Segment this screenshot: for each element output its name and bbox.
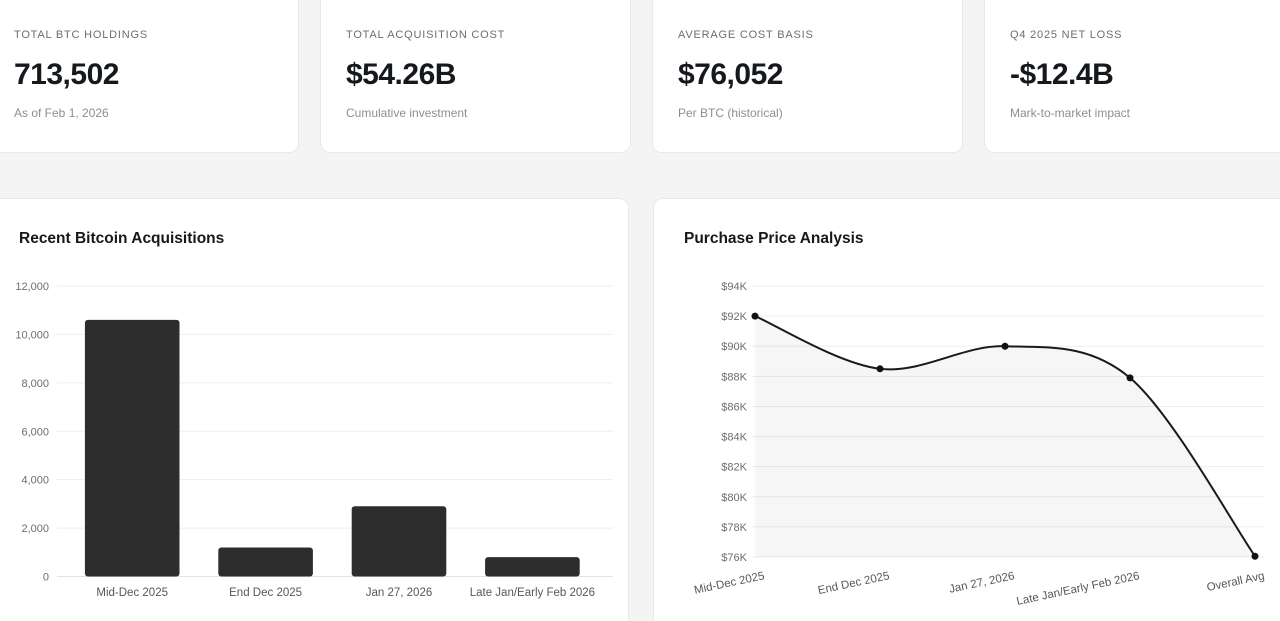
stat-label: AVERAGE COST BASIS <box>678 29 814 41</box>
y-tick-label: $80K <box>721 492 747 504</box>
y-tick-label: 12,000 <box>15 281 49 293</box>
y-tick-label: $86K <box>721 401 747 413</box>
stat-card-total-acquisition-cost: TOTAL ACQUISITION COST $54.26B Cumulativ… <box>320 0 631 153</box>
stat-card-total-btc-holdings: TOTAL BTC HOLDINGS 713,502 As of Feb 1, … <box>0 0 299 153</box>
data-point[interactable] <box>1251 552 1259 560</box>
data-point[interactable] <box>751 312 759 320</box>
x-axis-label: End Dec 2025 <box>229 587 302 599</box>
stat-label: TOTAL BTC HOLDINGS <box>14 29 148 41</box>
y-tick-label: $92K <box>721 311 747 323</box>
y-tick-label: 2,000 <box>21 523 49 535</box>
line-chart-svg: $76K $78K $80K $82K $84K $86K $88K $90K $92K $94K… <box>693 281 1266 608</box>
stat-value: 713,502 <box>14 58 119 91</box>
stat-label: Q4 2025 NET LOSS <box>1010 29 1123 41</box>
area-fill <box>755 316 1255 557</box>
bar[interactable] <box>351 506 447 577</box>
charts-row: Recent Bitcoin Acquisitions 0 2,000 4,000 6… <box>0 198 1280 621</box>
stat-card-q4-net-loss: Q4 2025 NET LOSS -$12.4B Mark-to-market … <box>984 0 1280 153</box>
stat-card-average-cost-basis: AVERAGE COST BASIS $76,052 Per BTC (hist… <box>652 0 963 153</box>
data-point[interactable] <box>876 365 884 373</box>
x-axis-label: Late Jan/Early Feb 2026 <box>470 587 595 599</box>
y-tick-label: 6,000 <box>21 426 49 438</box>
y-tick-label: $90K <box>721 341 747 353</box>
x-axis-label: Late Jan/Early Feb 2026 <box>1016 570 1141 608</box>
y-tick-label: 10,000 <box>15 329 49 341</box>
stat-subtext: Cumulative investment <box>346 106 468 120</box>
y-tick-label: 0 <box>43 572 49 584</box>
bar[interactable] <box>218 547 313 577</box>
data-point[interactable] <box>1001 342 1009 350</box>
stat-subtext: Per BTC (historical) <box>678 106 783 120</box>
stat-value: $54.26B <box>346 58 456 91</box>
chart-title: Recent Bitcoin Acquisitions <box>19 230 225 247</box>
acquisitions-chart-card: Recent Bitcoin Acquisitions 0 2,000 4,000 6… <box>0 198 629 621</box>
stat-subtext: Mark-to-market impact <box>1010 106 1131 120</box>
bar[interactable] <box>485 557 580 577</box>
y-tick-label: $78K <box>721 522 747 534</box>
x-axis-label: Jan 27, 2026 <box>366 587 433 599</box>
y-tick-label: 8,000 <box>21 378 49 390</box>
stat-value: $76,052 <box>678 58 783 91</box>
stat-label: TOTAL ACQUISITION COST <box>346 29 506 41</box>
x-axis-label: Mid-Dec 2025 <box>693 570 766 597</box>
y-tick-label: $82K <box>721 462 747 474</box>
x-axis-label: Jan 27, 2026 <box>948 570 1016 596</box>
chart-title: Purchase Price Analysis <box>684 230 864 247</box>
stats-row: TOTAL BTC HOLDINGS 713,502 As of Feb 1, … <box>0 0 1280 153</box>
y-tick-label: $88K <box>721 371 747 383</box>
y-tick-label: 4,000 <box>21 475 49 487</box>
x-axis-label: Mid-Dec 2025 <box>96 587 168 599</box>
data-point[interactable] <box>1126 374 1134 382</box>
stat-value: -$12.4B <box>1010 58 1114 91</box>
bar[interactable] <box>84 319 180 577</box>
bar-chart-svg: 0 2,000 4,000 6,000 8,000 10,000 12,000 Mid-Dec… <box>15 281 613 599</box>
y-tick-label: $94K <box>721 281 747 293</box>
y-tick-label: $84K <box>721 432 747 444</box>
line-path <box>754 315 1256 557</box>
price-analysis-chart-card: Purchase Price Analysis $76K $78K $80K $82K… <box>653 198 1280 621</box>
x-axis-label: Overall Avg <box>1206 570 1266 594</box>
x-axis-label: End Dec 2025 <box>817 570 891 597</box>
y-tick-label: $76K <box>721 552 747 564</box>
stat-subtext: As of Feb 1, 2026 <box>14 106 109 120</box>
